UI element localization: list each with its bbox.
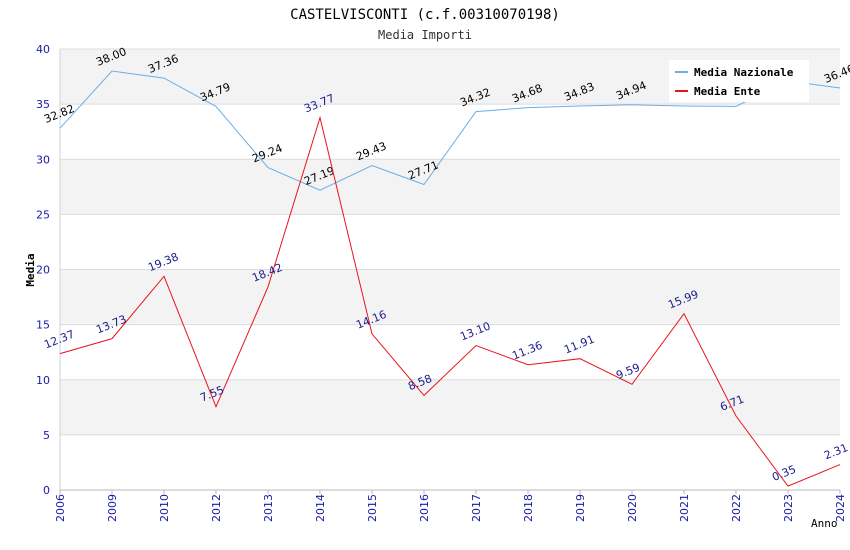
data-label: 2.31 (822, 441, 850, 462)
x-tick-label: 2022 (730, 494, 743, 522)
plot-band (60, 159, 840, 215)
x-tick-label: 2009 (106, 494, 119, 522)
chart-title: CASTELVISCONTI (c.f.00310070198) (290, 7, 560, 23)
data-label: 9.59 (614, 361, 642, 382)
y-axis-label: Media (24, 253, 37, 286)
x-tick-label: 2013 (262, 494, 275, 522)
y-tick-label: 40 (36, 43, 50, 56)
x-tick-label: 2010 (158, 494, 171, 522)
x-tick-label: 2016 (418, 494, 431, 522)
series-line-media-nazionale (59, 70, 841, 191)
gridlines (60, 48, 840, 491)
x-tick-label: 2020 (626, 494, 639, 522)
x-tick-label: 2023 (782, 494, 795, 522)
legend-box (669, 60, 809, 102)
data-label: 11.36 (510, 339, 544, 363)
plot-band (60, 269, 840, 325)
legend-label-media-nazionale: Media Nazionale (694, 66, 794, 79)
y-tick-label: 10 (36, 374, 50, 387)
chart-subtitle: Media Importi (378, 28, 472, 42)
y-tick-label: 25 (36, 208, 50, 221)
x-tick-label: 2017 (470, 494, 483, 522)
x-tick-label: 2019 (574, 494, 587, 522)
plot-background-bands (60, 49, 840, 435)
series-line-media-ente (59, 115, 841, 487)
x-tick-label: 2015 (366, 494, 379, 522)
x-tick-label: 2006 (54, 494, 67, 522)
plot-band (60, 379, 840, 435)
y-tick-label: 15 (36, 319, 50, 332)
x-tick-label: 2024 (834, 494, 847, 522)
x-axis-ticks: 2006 2009 2010 2012 2013 2014 2015 2016 2017 2018… (54, 490, 847, 522)
x-tick-label: 2021 (678, 494, 691, 522)
y-tick-label: 0 (43, 484, 50, 497)
y-tick-label: 5 (43, 429, 50, 442)
x-tick-label: 2012 (210, 494, 223, 522)
x-tick-label: 2018 (522, 494, 535, 522)
y-tick-label: 35 (36, 98, 50, 111)
legend: Media Nazionale Media Ente (669, 60, 809, 102)
y-tick-label: 20 (36, 264, 50, 277)
x-axis-label: Anno (811, 517, 838, 530)
x-tick-label: 2014 (314, 494, 327, 522)
y-tick-label: 30 (36, 153, 50, 166)
legend-label-media-ente: Media Ente (694, 85, 761, 98)
y-axis-ticks: 0 5 10 15 20 25 30 35 40 (36, 43, 50, 497)
data-label: 11.91 (562, 333, 596, 357)
